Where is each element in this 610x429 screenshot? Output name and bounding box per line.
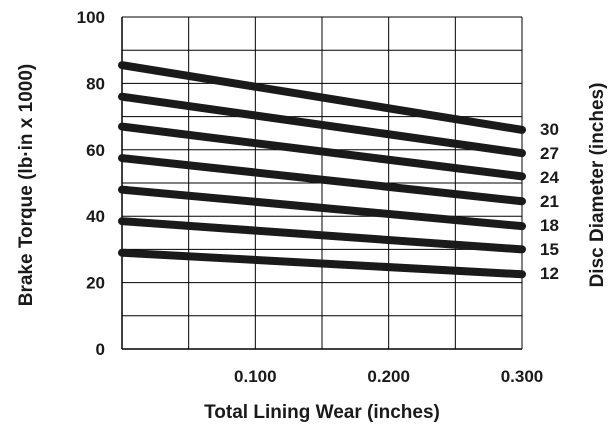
x-tick-label: 0.300: [501, 367, 544, 386]
y-tick-label: 20: [86, 274, 105, 293]
series-line-21: [118, 154, 526, 206]
series-line-30: [118, 61, 526, 134]
y-tick-label: 100: [77, 8, 105, 27]
y-tick-label: 80: [86, 74, 105, 93]
x-tick-label: 0.100: [234, 367, 277, 386]
y-tick-label: 40: [86, 207, 105, 226]
series-label-30: 30: [540, 120, 559, 139]
series-line-24: [118, 122, 526, 181]
series-label-24: 24: [540, 168, 559, 187]
tick-labels: 0 20 40 60 80 100 0.100 0.200 0.300: [77, 8, 544, 386]
x-tick-label: 0.200: [367, 367, 410, 386]
series-label-15: 15: [540, 240, 559, 259]
series-line-15: [118, 217, 526, 254]
series-label-21: 21: [540, 192, 559, 211]
series-label-18: 18: [540, 216, 559, 235]
series-line-27: [118, 92, 526, 158]
series-line-12: [118, 248, 526, 279]
series-lines: [118, 61, 526, 279]
right-axis-title: Disc Diameter (inches): [587, 83, 608, 288]
series-label-12: 12: [540, 264, 559, 283]
series-labels: 30 27 24 21 18 15 12: [540, 120, 559, 283]
series-line-18: [118, 185, 526, 231]
x-axis-title: Total Lining Wear (inches): [204, 402, 440, 423]
y-tick-label: 60: [86, 141, 105, 160]
y-tick-label: 0: [96, 340, 105, 359]
series-label-27: 27: [540, 144, 559, 163]
y-axis-title: Brake Torque (lb·in x 1000): [16, 64, 37, 307]
